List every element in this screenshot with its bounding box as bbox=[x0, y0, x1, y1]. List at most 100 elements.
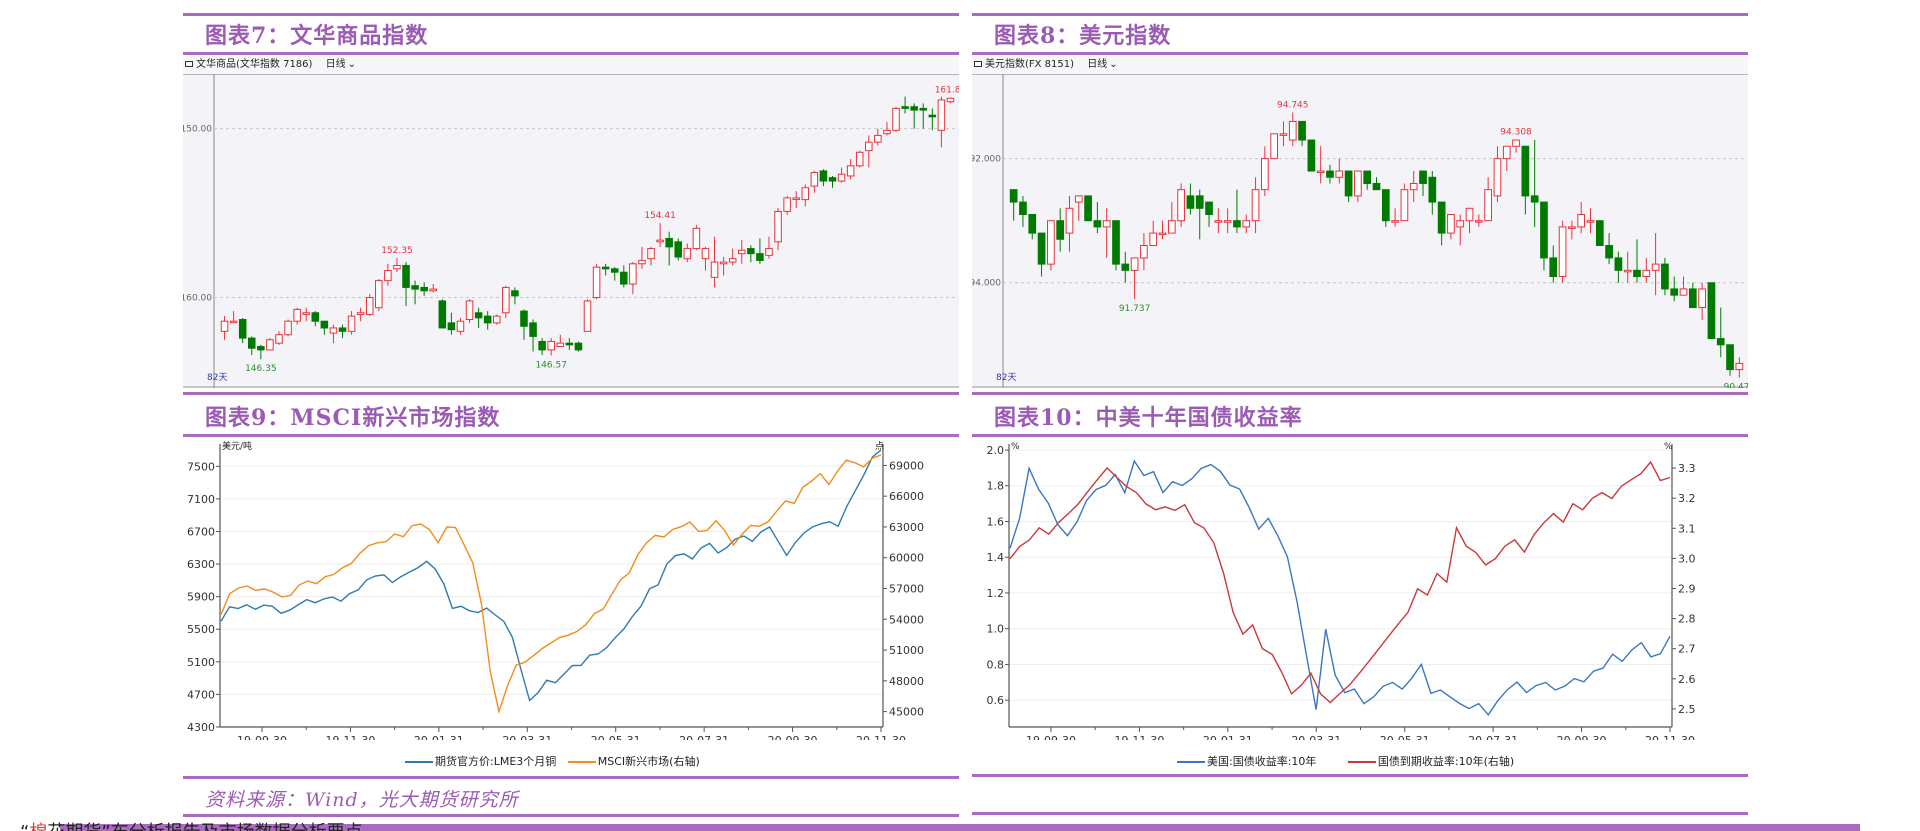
figure9-legend: 期货官方价:LME3个月铜 MSCI新兴市场(右轴) bbox=[405, 753, 700, 769]
figure8-header: 美元指数(FX 8151) 日线 ⌄ bbox=[972, 56, 1748, 75]
figure9-plot: 4300 4700 5100 5500 5900 6300 6700 7100 7500 4500… bbox=[187, 440, 924, 740]
svg-text:63000: 63000 bbox=[889, 521, 924, 534]
figure7-chart: 文华商品(文华指数 7186) 日线 ⌄ 160.00 150.00 152.35 15… bbox=[183, 56, 959, 388]
panel-icon bbox=[185, 61, 193, 67]
figure10-plot: 0.6 0.8 1.0 1.2 1.4 1.6 1.8 2.0 2.5 2.6 2.7 2.8 2.9 3… bbox=[987, 442, 1696, 740]
svg-text:20-01-31: 20-01-31 bbox=[1203, 734, 1253, 740]
svg-text:美元/吨: 美元/吨 bbox=[222, 440, 252, 452]
svg-text:45000: 45000 bbox=[889, 706, 924, 719]
svg-text:6700: 6700 bbox=[187, 525, 215, 538]
svg-text:51000: 51000 bbox=[889, 644, 924, 657]
svg-text:20-05-31: 20-05-31 bbox=[1380, 734, 1430, 740]
rule-mid2-right bbox=[972, 434, 1748, 437]
svg-text:91.737: 91.737 bbox=[1119, 304, 1151, 314]
svg-text:20-03-31: 20-03-31 bbox=[1291, 734, 1341, 740]
svg-text:92.000: 92.000 bbox=[972, 155, 1001, 165]
svg-text:0.6: 0.6 bbox=[987, 694, 1005, 707]
red-text: 棉 bbox=[29, 822, 47, 831]
svg-text:0.8: 0.8 bbox=[987, 658, 1005, 671]
svg-text:7500: 7500 bbox=[187, 460, 215, 473]
legend-swatch-msci bbox=[567, 761, 596, 763]
text-rest: 花期货 bbox=[47, 822, 101, 831]
svg-text:1.4: 1.4 bbox=[987, 551, 1005, 564]
svg-text:161.85: 161.85 bbox=[935, 85, 959, 95]
figure7-plot: 160.00 150.00 152.35 154.41 161.85 146.35 146.… bbox=[183, 74, 959, 388]
svg-text:20-07-31: 20-07-31 bbox=[679, 734, 729, 740]
figure7-header: 文华商品(文华指数 7186) 日线 ⌄ bbox=[183, 56, 959, 75]
panel-icon bbox=[974, 61, 982, 67]
svg-text:69000: 69000 bbox=[889, 459, 924, 472]
svg-text:%: % bbox=[1664, 442, 1673, 452]
svg-text:90.471: 90.471 bbox=[1724, 383, 1748, 388]
rule-mid-left bbox=[183, 392, 959, 395]
svg-text:160.00: 160.00 bbox=[183, 294, 212, 304]
svg-text:2.8: 2.8 bbox=[1678, 613, 1696, 626]
chevron-down-icon: ⌄ bbox=[1109, 59, 1118, 70]
svg-text:20-07-31: 20-07-31 bbox=[1468, 734, 1518, 740]
figure9-chart: 4300 4700 5100 5500 5900 6300 6700 7100 7500 4500… bbox=[183, 440, 959, 774]
svg-text:20-05-31: 20-05-31 bbox=[591, 734, 641, 740]
svg-text:60000: 60000 bbox=[889, 552, 924, 565]
legend-label: MSCI新兴市场(右轴) bbox=[597, 755, 700, 768]
chevron-down-icon: ⌄ bbox=[347, 59, 357, 70]
svg-text:1.2: 1.2 bbox=[987, 587, 1005, 600]
period-label: 日线 bbox=[325, 59, 346, 70]
rule-bottom-right bbox=[972, 774, 1748, 777]
svg-text:152.35: 152.35 bbox=[381, 246, 413, 256]
figure8-title: 图表8：美元指数 bbox=[994, 23, 1172, 49]
figure10-title: 图表10：中美十年国债收益率 bbox=[994, 405, 1303, 431]
figure10-chart: 0.6 0.8 1.0 1.2 1.4 1.6 1.8 2.0 2.5 2.6 2.7 2.8 2.9 3… bbox=[972, 440, 1748, 774]
symbol-label: 文华商品(文华指数 7186) bbox=[196, 59, 313, 70]
legend-label: 美国:国债收益率:10年 bbox=[1207, 755, 1317, 768]
text-tail: ”布分析报告及市场数据分析要点 bbox=[101, 822, 362, 831]
svg-text:5500: 5500 bbox=[187, 623, 215, 636]
svg-text:2.0: 2.0 bbox=[987, 444, 1005, 457]
period-label: 日线 bbox=[1087, 59, 1108, 70]
svg-text:2.9: 2.9 bbox=[1678, 583, 1696, 596]
rule-sub-left bbox=[183, 52, 959, 55]
svg-text:20-03-31: 20-03-31 bbox=[502, 734, 552, 740]
svg-text:19-09-30: 19-09-30 bbox=[237, 734, 287, 740]
svg-text:94.745: 94.745 bbox=[1277, 100, 1309, 110]
period-dropdown[interactable]: 日线 ⌄ bbox=[1087, 59, 1117, 70]
cut-off-heading: “棉花期货”布分析报告及市场数据分析要点 bbox=[20, 818, 363, 831]
figure7-title: 图表7：文华商品指数 bbox=[205, 23, 429, 49]
legend-label: 国债到期收益率:10年(右轴) bbox=[1377, 755, 1515, 768]
period-dropdown[interactable]: 日线 ⌄ bbox=[326, 59, 356, 70]
svg-text:154.41: 154.41 bbox=[644, 211, 676, 221]
svg-text:5100: 5100 bbox=[187, 656, 215, 669]
rule-top-left bbox=[183, 13, 959, 16]
svg-text:20-11-30: 20-11-30 bbox=[856, 734, 906, 740]
svg-text:点: 点 bbox=[875, 441, 884, 452]
rule-mid-right bbox=[972, 392, 1748, 395]
svg-text:48000: 48000 bbox=[889, 675, 924, 688]
svg-text:2.5: 2.5 bbox=[1678, 703, 1696, 716]
svg-text:20-11-30: 20-11-30 bbox=[1645, 734, 1695, 740]
svg-text:1.0: 1.0 bbox=[987, 623, 1005, 636]
figure9-title: 图表9：MSCI新兴市场指数 bbox=[205, 405, 501, 431]
svg-text:7100: 7100 bbox=[187, 493, 215, 506]
svg-text:94.308: 94.308 bbox=[1500, 128, 1532, 138]
svg-text:4700: 4700 bbox=[187, 688, 215, 701]
svg-text:20-09-30: 20-09-30 bbox=[1557, 734, 1607, 740]
svg-text:82天: 82天 bbox=[207, 373, 227, 383]
svg-text:3.0: 3.0 bbox=[1678, 552, 1696, 565]
legend-swatch-copper bbox=[405, 761, 433, 763]
rule-sub-right bbox=[972, 52, 1748, 55]
bottom-highlight-bar bbox=[60, 824, 1860, 831]
svg-text:19-09-30: 19-09-30 bbox=[1026, 734, 1076, 740]
svg-text:146.57: 146.57 bbox=[535, 360, 567, 370]
svg-text:20-09-30: 20-09-30 bbox=[768, 734, 818, 740]
figure10-legend: 美国:国债收益率:10年 国债到期收益率:10年(右轴) bbox=[1177, 753, 1514, 769]
rule-top-right bbox=[972, 13, 1748, 16]
svg-text:19-11-30: 19-11-30 bbox=[1114, 734, 1164, 740]
quote-mark: “ bbox=[20, 822, 29, 831]
svg-text:82天: 82天 bbox=[996, 373, 1016, 383]
legend-swatch-us10y bbox=[1177, 761, 1205, 763]
figure8-plot: 94.000 92.000 94.745 94.308 91.737 90.471 82天 bbox=[972, 74, 1748, 388]
svg-text:4300: 4300 bbox=[187, 721, 215, 734]
rule-bottom-left bbox=[183, 776, 959, 779]
rule-end-left bbox=[183, 814, 959, 817]
svg-text:1.6: 1.6 bbox=[987, 515, 1005, 528]
svg-text:66000: 66000 bbox=[889, 490, 924, 503]
